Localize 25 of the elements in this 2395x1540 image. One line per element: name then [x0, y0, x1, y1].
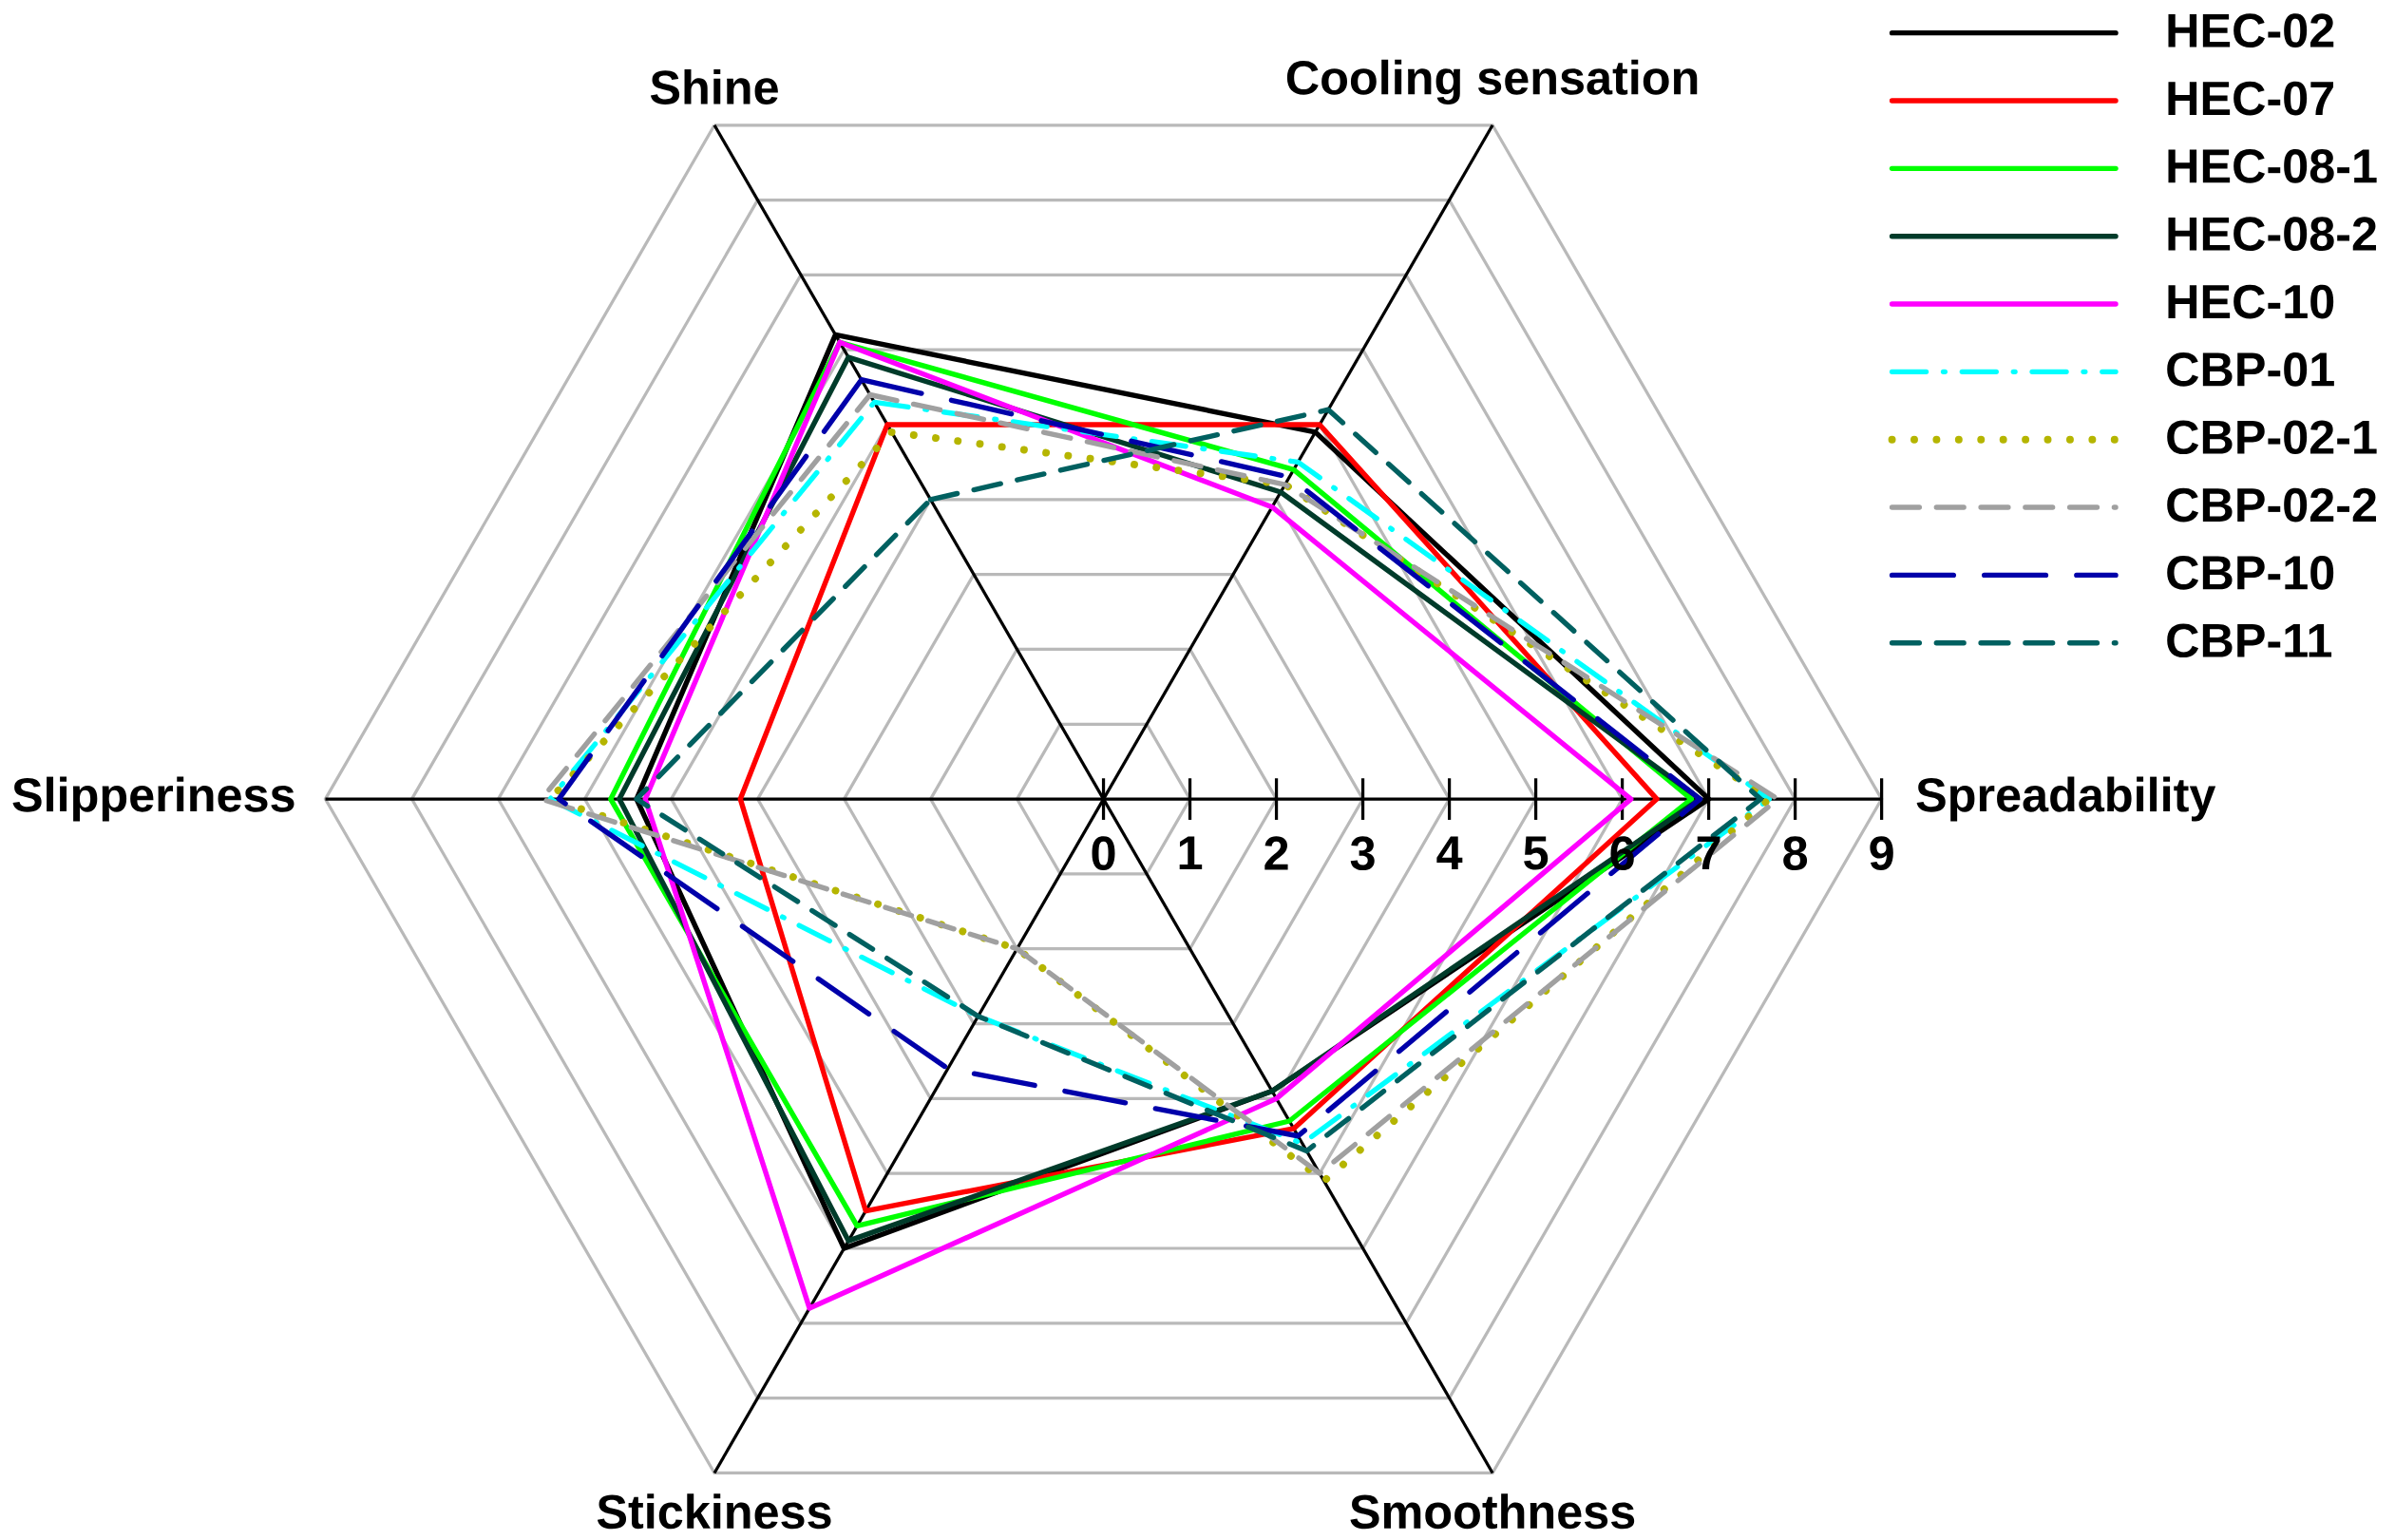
y-tick-label: 4	[1436, 836, 1463, 869]
legend-label: HEC-10	[2168, 284, 2334, 319]
y-tick-label: 9	[1870, 836, 1893, 870]
legend-label: HEC-02	[2168, 13, 2334, 48]
spoke-label: Slipperiness	[12, 776, 295, 822]
y-tick-label: 2	[1264, 836, 1288, 870]
legend-label: HEC-08-1	[2168, 148, 2377, 183]
legend-label: CBP-02-1	[2167, 420, 2377, 454]
legend-label: HEC-07	[2168, 81, 2334, 116]
legend-label: HEC-08-2	[2168, 217, 2377, 251]
legend-label: CBP-11	[2167, 623, 2332, 658]
spoke-label: Spreadability	[1916, 776, 2216, 822]
y-tick-label: 5	[1524, 836, 1549, 870]
spoke-label: Stickiness	[597, 1493, 831, 1530]
spoke-label: Cooling sensation	[1286, 59, 1698, 105]
y-tick-label: 8	[1783, 836, 1808, 870]
legend-label: CBP-02-2	[2167, 487, 2377, 523]
spoke-label: Shine	[650, 68, 778, 105]
legend-label: CBP-01	[2167, 352, 2334, 387]
y-tick-label: 6	[1610, 836, 1634, 870]
legend-label: CBP-10	[2167, 555, 2334, 590]
y-tick-label: 0	[1092, 836, 1115, 870]
y-tick-label: 3	[1350, 836, 1375, 871]
spoke-label: Smoothness	[1350, 1493, 1635, 1530]
y-tick-label: 1	[1179, 836, 1203, 869]
